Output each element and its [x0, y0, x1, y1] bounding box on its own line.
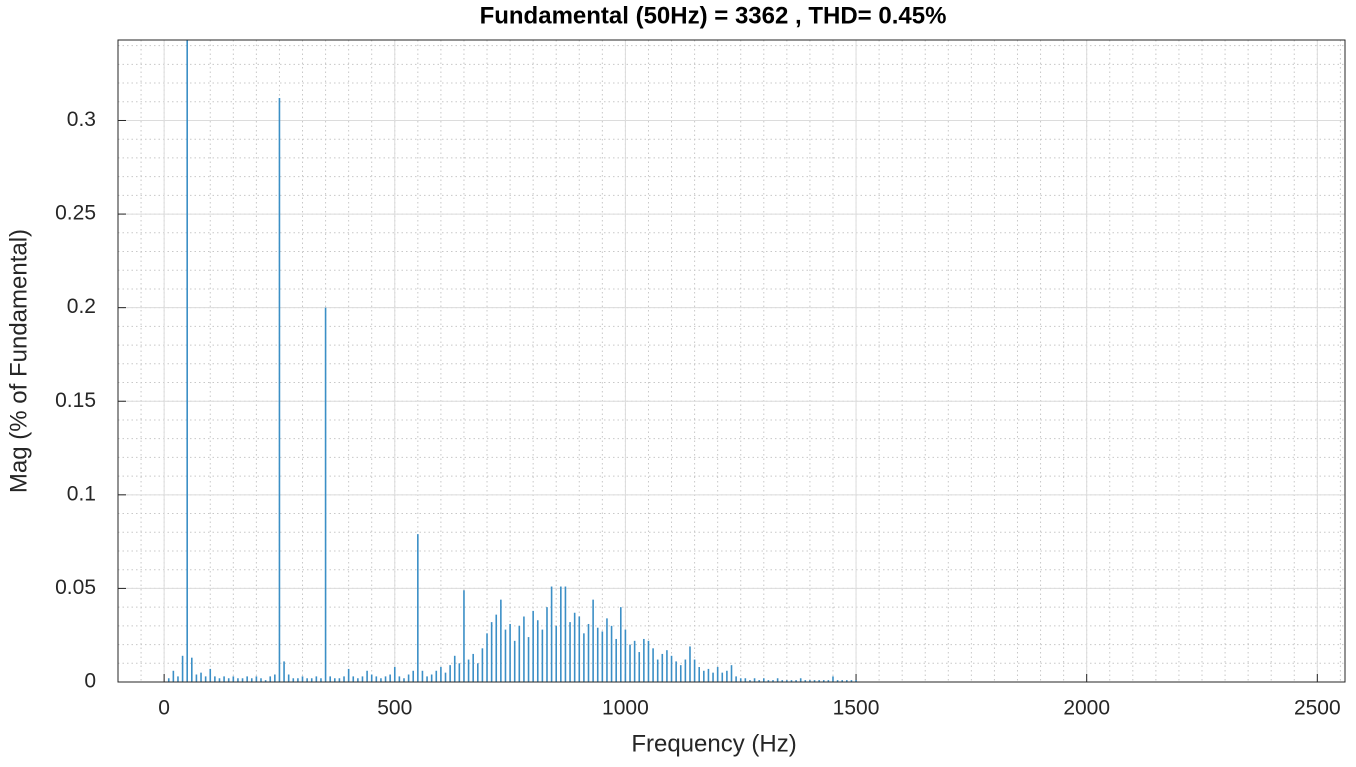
x-tick-label: 500	[377, 697, 412, 720]
y-tick-label: 0.15	[55, 389, 96, 412]
axes-box	[117, 39, 1346, 683]
x-tick-label: 2500	[1294, 697, 1341, 720]
y-tick-label: 0.2	[67, 295, 96, 318]
x-axis-label: Frequency (Hz)	[631, 730, 796, 757]
x-tick-label: 2000	[1063, 697, 1110, 720]
y-tick-label: 0.05	[55, 576, 96, 599]
x-tick-label: 1500	[833, 697, 880, 720]
y-tick-label: 0.25	[55, 202, 96, 225]
y-tick-label: 0	[84, 670, 96, 693]
chart-title: Fundamental (50Hz) = 3362 , THD= 0.45%	[480, 2, 947, 29]
x-tick-label: 0	[158, 697, 170, 720]
plot-area	[118, 40, 1345, 682]
y-axis-label: Mag (% of Fundamental)	[5, 229, 32, 493]
y-tick-label: 0.1	[67, 482, 96, 505]
x-tick-label: 1000	[602, 697, 649, 720]
stems	[167, 40, 857, 682]
y-tick-label: 0.3	[67, 108, 96, 131]
